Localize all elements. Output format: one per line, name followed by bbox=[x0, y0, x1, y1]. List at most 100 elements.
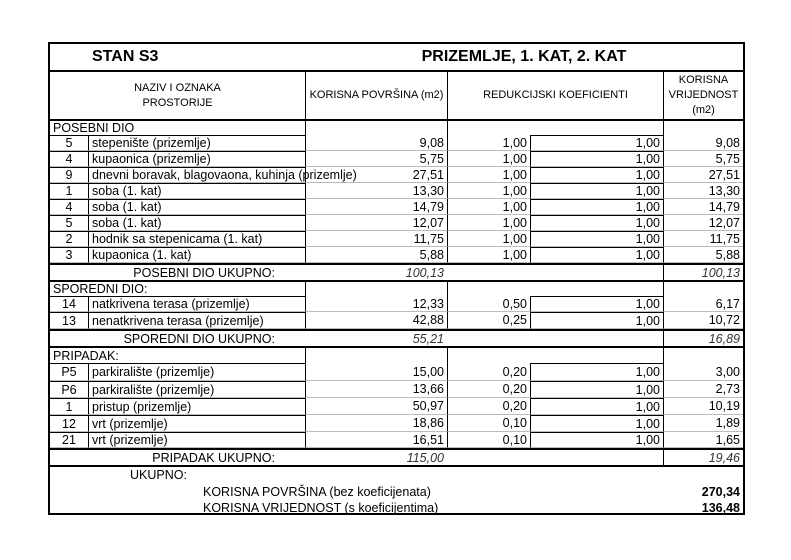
room-number: 14 bbox=[50, 296, 88, 312]
room-name: vrt (prizemlje) bbox=[88, 432, 305, 448]
section-label: POSEBNI DIO bbox=[53, 121, 135, 135]
room-number: 4 bbox=[50, 199, 88, 215]
room-area: 13,30 bbox=[305, 183, 447, 199]
room-number: P6 bbox=[50, 381, 88, 398]
room-value: 2,73 bbox=[663, 381, 743, 398]
table-row: 12 vrt (prizemlje) 18,86 0,10 1,00 1,89 bbox=[50, 415, 743, 432]
total-label: SPOREDNI DIO UKUPNO: bbox=[123, 331, 275, 346]
room-name: parkiralište (prizemlje) bbox=[88, 363, 305, 381]
section-header: PRIPADAK: bbox=[50, 346, 743, 363]
room-value: 5,88 bbox=[663, 247, 743, 263]
room-name: soba (1. kat) bbox=[88, 183, 305, 199]
section-header: SPOREDNI DIO: bbox=[50, 280, 743, 296]
room-name: vrt (prizemlje) bbox=[88, 415, 305, 432]
room-value: 5,75 bbox=[663, 151, 743, 167]
room-area: 12,33 bbox=[305, 296, 447, 312]
section-total: PRIPADAK UKUPNO: 115,00 19,46 bbox=[50, 448, 743, 465]
room-number: 1 bbox=[50, 398, 88, 415]
coef-2: 1,00 bbox=[530, 432, 663, 448]
coef-2: 1,00 bbox=[530, 312, 663, 329]
section-total: POSEBNI DIO UKUPNO: 100,13 100,13 bbox=[50, 263, 743, 280]
room-value: 9,08 bbox=[663, 135, 743, 151]
table-row: 14 natkrivena terasa (prizemlje) 12,33 0,50… bbox=[50, 296, 743, 312]
coef-2: 1,00 bbox=[530, 415, 663, 432]
room-area: 14,79 bbox=[305, 199, 447, 215]
coef-2: 1,00 bbox=[530, 151, 663, 167]
summary-value-label: KORISNA VRIJEDNOST (s koeficijentima) bbox=[203, 501, 439, 515]
coef-1: 0,10 bbox=[447, 432, 530, 448]
empty-cell bbox=[305, 121, 447, 135]
room-name: nenatkrivena terasa (prizemlje) bbox=[88, 312, 305, 329]
table-row: 4 kupaonica (prizemlje) 5,75 1,00 1,00 5,75 bbox=[50, 151, 743, 167]
room-area: 5,88 bbox=[305, 247, 447, 263]
empty-cell bbox=[663, 282, 743, 296]
empty-cell bbox=[663, 348, 743, 363]
room-area: 12,07 bbox=[305, 215, 447, 231]
coef-2: 1,00 bbox=[530, 167, 663, 183]
total-area: 100,13 bbox=[405, 265, 444, 280]
room-name: kupaonica (1. kat) bbox=[88, 247, 305, 263]
table-row: 1 soba (1. kat) 13,30 1,00 1,00 13,30 bbox=[50, 183, 743, 199]
room-number: 21 bbox=[50, 432, 88, 448]
table-row: 9 dnevni boravak, blagovaona, kuhinja (pr… bbox=[50, 167, 743, 183]
room-name: dnevni boravak, blagovaona, kuhinja (pri… bbox=[88, 167, 357, 183]
coef-2: 1,00 bbox=[530, 199, 663, 215]
coef-1: 0,10 bbox=[447, 415, 530, 432]
coef-1: 1,00 bbox=[447, 183, 530, 199]
coef-1: 1,00 bbox=[447, 167, 530, 183]
coef-2: 1,00 bbox=[530, 183, 663, 199]
room-name: pristup (prizemlje) bbox=[88, 398, 305, 415]
coef-1: 0,25 bbox=[447, 312, 530, 329]
table-row: 5 soba (1. kat) 12,07 1,00 1,00 12,07 bbox=[50, 215, 743, 231]
room-area: 15,00 bbox=[305, 363, 447, 381]
summary-value-value: 136,48 bbox=[701, 501, 740, 515]
apartment-area-table: STAN S3 PRIZEMLJE, 1. KAT, 2. KAT NAZIV I … bbox=[48, 42, 745, 515]
section-label: SPOREDNI DIO: bbox=[53, 282, 148, 296]
total-value: 100,13 bbox=[663, 265, 743, 280]
room-name: parkiralište (prizemlje) bbox=[88, 381, 305, 398]
header-coef: REDUKCIJSKI KOEFICIENTI bbox=[447, 72, 663, 119]
room-number: 5 bbox=[50, 215, 88, 231]
room-area: 18,86 bbox=[305, 415, 447, 432]
summary-area-label: KORISNA POVRŠINA (bez koeficijenata) bbox=[203, 485, 431, 499]
room-name: stepenište (prizemlje) bbox=[88, 135, 305, 151]
table-row: 1 pristup (prizemlje) 50,97 0,20 1,00 10,19 bbox=[50, 398, 743, 415]
total-value: 16,89 bbox=[663, 331, 743, 346]
table-row: 2 hodnik sa stepenicama (1. kat) 11,75 1,00… bbox=[50, 231, 743, 247]
room-number: P5 bbox=[50, 363, 88, 381]
room-value: 3,00 bbox=[663, 363, 743, 381]
room-number: 1 bbox=[50, 183, 88, 199]
coef-2: 1,00 bbox=[530, 381, 663, 398]
room-area: 27,51 bbox=[305, 167, 447, 183]
coef-1: 0,20 bbox=[447, 363, 530, 381]
coef-2: 1,00 bbox=[530, 247, 663, 263]
section-label: PRIPADAK: bbox=[53, 348, 119, 363]
coef-1: 1,00 bbox=[447, 231, 530, 247]
section-total: SPOREDNI DIO UKUPNO: 55,21 16,89 bbox=[50, 329, 743, 346]
total-area: 115,00 bbox=[406, 450, 444, 465]
table-row: 13 nenatkrivena terasa (prizemlje) 42,88 0,… bbox=[50, 312, 743, 329]
title-left: STAN S3 bbox=[92, 48, 159, 65]
table-row: 3 kupaonica (1. kat) 5,88 1,00 1,00 5,88 bbox=[50, 247, 743, 263]
room-area: 16,51 bbox=[305, 432, 447, 448]
coef-2: 1,00 bbox=[530, 135, 663, 151]
coef-1: 0,50 bbox=[447, 296, 530, 312]
room-value: 10,19 bbox=[663, 398, 743, 415]
room-area: 11,75 bbox=[305, 231, 447, 247]
table-row: P5 parkiralište (prizemlje) 15,00 0,20 1,00 3… bbox=[50, 363, 743, 381]
room-value: 1,89 bbox=[663, 415, 743, 432]
empty-cell bbox=[663, 121, 743, 135]
room-value: 10,72 bbox=[663, 312, 743, 329]
room-value: 6,17 bbox=[663, 296, 743, 312]
room-number: 13 bbox=[50, 312, 88, 329]
room-name: soba (1. kat) bbox=[88, 199, 305, 215]
total-label: PRIPADAK UKUPNO: bbox=[152, 450, 275, 465]
coef-1: 1,00 bbox=[447, 247, 530, 263]
room-value: 12,07 bbox=[663, 215, 743, 231]
room-number: 2 bbox=[50, 231, 88, 247]
coef-2: 1,00 bbox=[530, 296, 663, 312]
header-row: NAZIV I OZNAKA PROSTORIJE KORISNA POVRŠIN… bbox=[50, 70, 743, 119]
empty-cell bbox=[447, 348, 530, 363]
summary: UKUPNO: KORISNA POVRŠINA (bez koeficijena… bbox=[50, 465, 743, 515]
coef-1: 0,20 bbox=[447, 398, 530, 415]
